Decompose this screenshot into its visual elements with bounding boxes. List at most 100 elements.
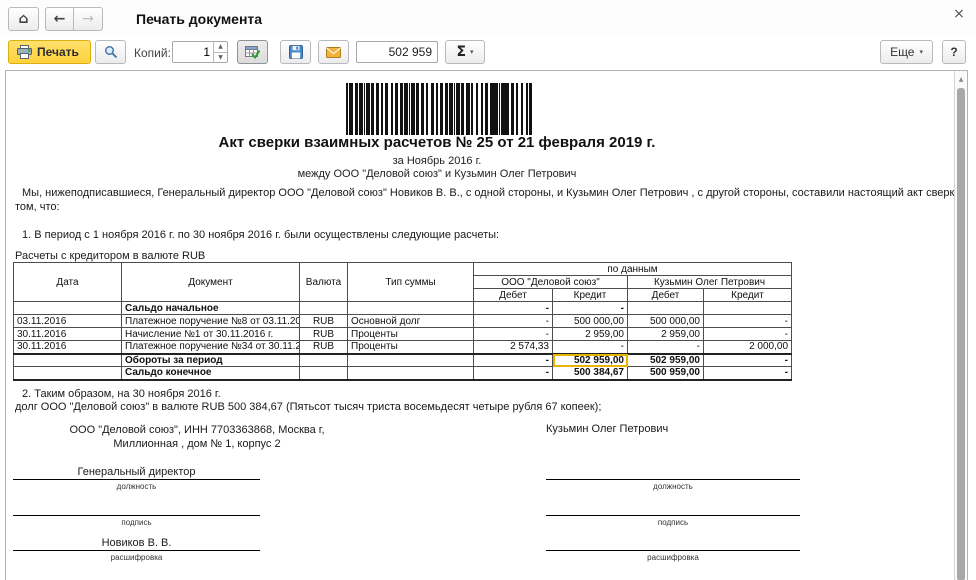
- cell-sum-type[interactable]: Проценты: [347, 327, 474, 341]
- back-button[interactable]: ←: [45, 7, 74, 31]
- cell-date[interactable]: [13, 366, 122, 380]
- copies-spin-buttons: ▲ ▼: [213, 42, 227, 62]
- cell-debit1[interactable]: 2 574,33: [473, 340, 553, 354]
- cell-debit1[interactable]: -: [473, 327, 553, 341]
- col-header-currency[interactable]: Валюта: [299, 262, 348, 302]
- printer-icon: [17, 45, 32, 59]
- cell-credit1[interactable]: 500 000,00: [552, 314, 628, 328]
- cell-credit1[interactable]: -: [552, 301, 628, 315]
- position-label: должность: [116, 482, 157, 491]
- col-header-party2[interactable]: Кузьмин Олег Петрович: [626, 275, 793, 289]
- home-button[interactable]: ⌂: [8, 7, 39, 31]
- spin-down-button[interactable]: ▼: [214, 53, 227, 63]
- signature-row-name: Новиков В. В. расшифровка: [13, 536, 260, 562]
- history-nav: ← →: [45, 7, 103, 31]
- table-header-row: Дата Документ Валюта Тип суммы по данным: [13, 262, 793, 302]
- position-label: должность: [653, 482, 693, 491]
- chevron-down-icon: ▾: [919, 48, 923, 56]
- cell-credit2[interactable]: -: [702, 327, 793, 341]
- party-left-line-2: Миллионная , дом № 1, корпус 2: [113, 438, 281, 450]
- cell-debit1[interactable]: -: [473, 314, 553, 328]
- forward-button[interactable]: →: [74, 7, 103, 31]
- signature-row-position: должность: [546, 465, 800, 491]
- cell-credit1[interactable]: 500 384,67: [552, 366, 628, 380]
- signature-row-position: Генеральный директор должность: [13, 465, 260, 491]
- sum-display-field[interactable]: [356, 41, 438, 63]
- spin-up-button[interactable]: ▲: [214, 42, 227, 53]
- cell-document[interactable]: Платежное поручение №34 от 30.11.2016 г.: [121, 340, 300, 354]
- print-settings-button[interactable]: [237, 40, 268, 64]
- vertical-scrollbar[interactable]: ▲: [954, 71, 967, 580]
- col-header-debit1[interactable]: Дебет: [473, 288, 553, 302]
- cell-currency[interactable]: [299, 366, 348, 380]
- cell-document[interactable]: Платежное поручение №8 от 03.11.2016 г.: [121, 314, 300, 328]
- cell-sum-type[interactable]: [347, 352, 474, 367]
- cell-debit1[interactable]: -: [473, 366, 553, 380]
- table-caption: Расчеты с кредитором в валюте RUB: [15, 250, 206, 262]
- cell-currency[interactable]: [299, 352, 348, 367]
- cell-document[interactable]: Сальдо конечное: [121, 366, 300, 380]
- cell-credit2[interactable]: -: [702, 314, 793, 328]
- cell-sum-type[interactable]: [347, 366, 474, 380]
- cell-date[interactable]: 30.11.2016: [13, 327, 122, 341]
- copies-input[interactable]: [173, 42, 213, 62]
- selected-cell-credit1[interactable]: 502 959,00: [552, 352, 628, 367]
- table-check-icon: [245, 45, 260, 59]
- col-header-party1[interactable]: ООО "Деловой союз": [473, 275, 628, 289]
- sum-function-button[interactable]: Σ ▾: [445, 40, 485, 64]
- cell-credit2[interactable]: [702, 301, 793, 315]
- close-button[interactable]: ×: [950, 5, 968, 23]
- col-header-credit1[interactable]: Кредит: [552, 288, 628, 302]
- save-button[interactable]: [280, 40, 311, 64]
- cell-debit2[interactable]: -: [627, 340, 704, 354]
- cell-document[interactable]: Начисление №1 от 30.11.2016 г.: [121, 327, 300, 341]
- cell-debit1[interactable]: -: [473, 352, 553, 367]
- col-header-sum-type[interactable]: Тип суммы: [347, 262, 474, 302]
- cell-credit2[interactable]: 2 000,00: [702, 340, 793, 354]
- cell-sum-type[interactable]: [347, 301, 474, 315]
- col-header-group[interactable]: по данным: [472, 262, 793, 276]
- cell-credit1[interactable]: -: [552, 340, 628, 354]
- party-left-details: ООО "Деловой союз", ИНН 7703363868, Моск…: [13, 423, 381, 451]
- cell-date[interactable]: 30.11.2016: [13, 340, 122, 354]
- col-header-date[interactable]: Дата: [13, 262, 122, 302]
- table-row: 30.11.2016 Начисление №1 от 30.11.2016 г…: [13, 327, 793, 341]
- copies-label: Копий:: [134, 46, 171, 60]
- document-preview-area: Акт сверки взаимных расчетов № 25 от 21 …: [5, 70, 968, 580]
- cell-currency[interactable]: [299, 301, 348, 315]
- cell-credit2[interactable]: -: [702, 366, 793, 380]
- cell-currency[interactable]: RUB: [299, 327, 348, 341]
- cell-credit2[interactable]: -: [702, 352, 793, 367]
- email-button[interactable]: [318, 40, 349, 64]
- col-header-document[interactable]: Документ: [121, 262, 300, 302]
- cell-debit2[interactable]: 500 000,00: [627, 314, 704, 328]
- cell-debit2[interactable]: [627, 301, 704, 315]
- cell-debit2[interactable]: 2 959,00: [627, 327, 704, 341]
- cell-debit1[interactable]: -: [473, 301, 553, 315]
- cell-debit2[interactable]: 500 959,00: [627, 366, 704, 380]
- intro-paragraph: Мы, нижеподписавшиеся, Генеральный дирек…: [15, 187, 967, 213]
- scrollbar-thumb[interactable]: [957, 88, 965, 580]
- more-button[interactable]: Еще ▾: [880, 40, 933, 64]
- cell-credit1[interactable]: 2 959,00: [552, 327, 628, 341]
- scroll-up-button[interactable]: ▲: [955, 73, 967, 86]
- cell-date[interactable]: 03.11.2016: [13, 314, 122, 328]
- help-label: ?: [950, 45, 958, 59]
- table-row: Сальдо начальное - -: [13, 301, 793, 315]
- cell-currency[interactable]: RUB: [299, 314, 348, 328]
- col-header-debit2[interactable]: Дебет: [627, 288, 704, 302]
- cell-date[interactable]: [13, 352, 122, 367]
- cell-date[interactable]: [13, 301, 122, 315]
- cell-currency[interactable]: RUB: [299, 340, 348, 354]
- cell-sum-type[interactable]: Проценты: [347, 340, 474, 354]
- cell-document[interactable]: Обороты за период: [121, 352, 300, 367]
- cell-debit2[interactable]: 502 959,00: [627, 352, 704, 367]
- print-button[interactable]: Печать: [8, 40, 91, 64]
- back-arrow-icon: ←: [53, 11, 66, 27]
- cell-sum-type[interactable]: Основной долг: [347, 314, 474, 328]
- help-button[interactable]: ?: [942, 40, 966, 64]
- col-header-credit2[interactable]: Кредит: [702, 288, 793, 302]
- position-value: [546, 465, 800, 480]
- cell-document[interactable]: Сальдо начальное: [121, 301, 300, 315]
- preview-button[interactable]: [95, 40, 126, 64]
